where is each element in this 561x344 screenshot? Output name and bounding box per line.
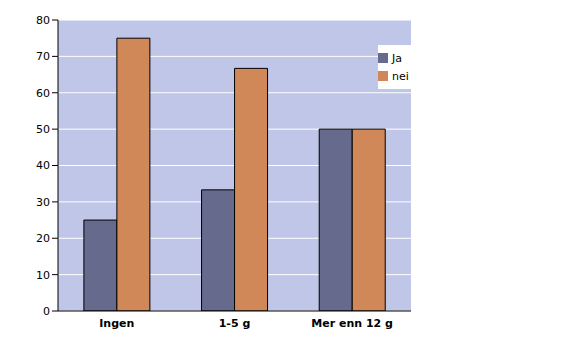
svg-text:50: 50	[36, 123, 50, 136]
svg-text:0: 0	[43, 305, 50, 318]
svg-text:70: 70	[36, 50, 50, 63]
svg-text:Ingen: Ingen	[99, 317, 134, 330]
svg-text:60: 60	[36, 87, 50, 100]
svg-text:Mer enn 12 g: Mer enn 12 g	[311, 317, 393, 330]
svg-text:80: 80	[36, 14, 50, 27]
svg-text:20: 20	[36, 232, 50, 245]
svg-text:1-5 g: 1-5 g	[219, 317, 251, 330]
html-text:nei: nei	[392, 70, 409, 83]
html-text:Ja: Ja	[392, 52, 402, 65]
svg-text:10: 10	[36, 269, 50, 282]
svg-text:40: 40	[36, 159, 50, 172]
svg-text:30: 30	[36, 196, 50, 209]
